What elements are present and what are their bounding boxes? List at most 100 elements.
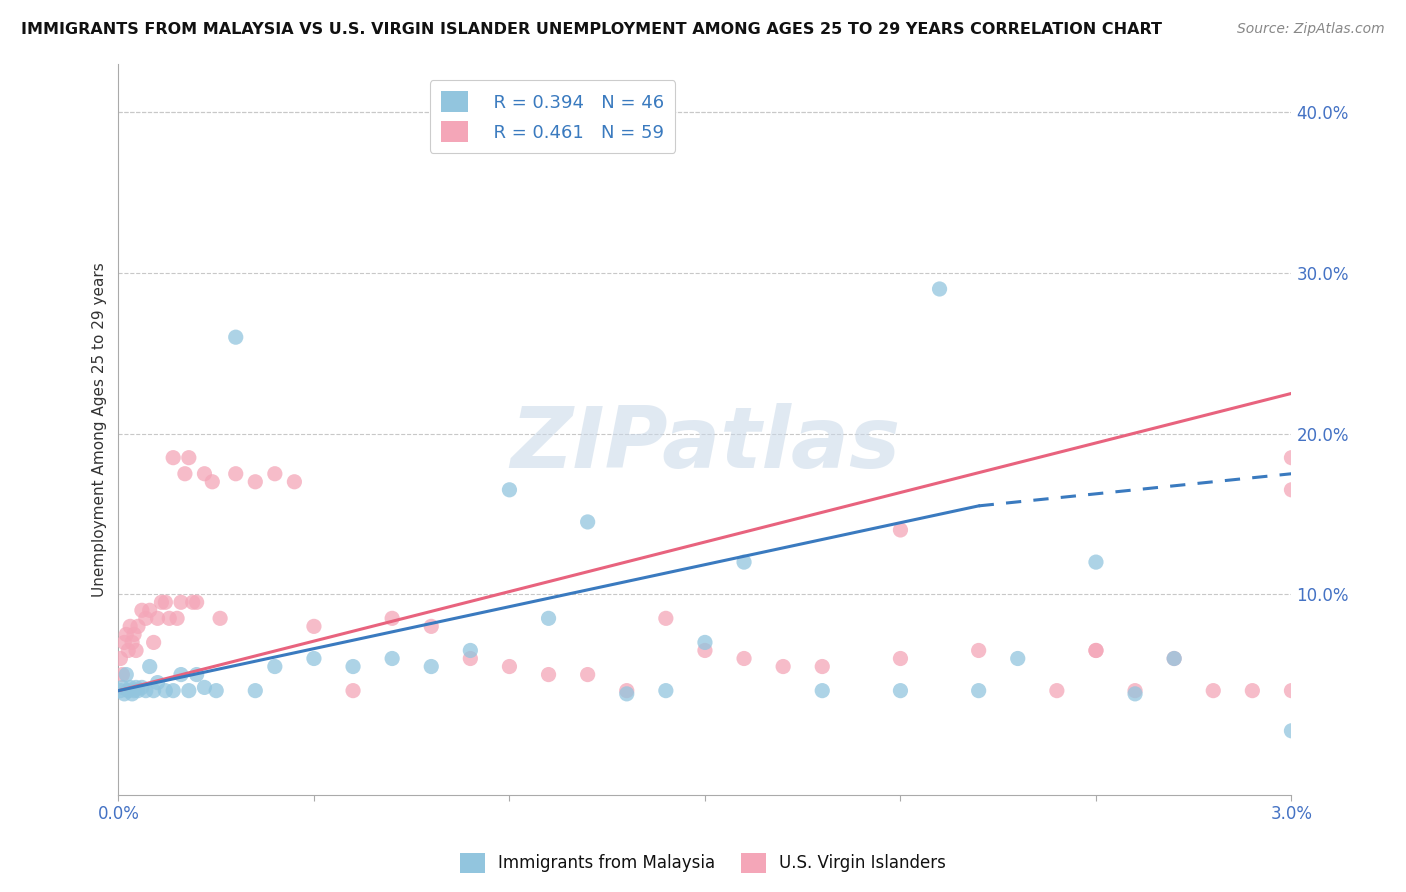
Point (1281, 723, 1303, 738)
Point (170, 595, 193, 609)
Point (420, 659, 443, 673)
Point (225, 330, 247, 344)
Point (162, 450, 184, 465)
Text: IMMIGRANTS FROM MALAYSIA VS U.S. VIRGIN ISLANDER UNEMPLOYMENT AMONG AGES 25 TO 2: IMMIGRANTS FROM MALAYSIA VS U.S. VIRGIN … (21, 22, 1163, 37)
Point (381, 651, 404, 665)
Point (263, 467, 285, 481)
Point (245, 475, 267, 489)
Point (1084, 643, 1107, 657)
Point (693, 635, 716, 649)
Point (342, 659, 364, 673)
Point (1281, 450, 1303, 465)
Point (111, 667, 134, 681)
Point (112, 687, 135, 701)
Point (110, 651, 132, 665)
Point (889, 523, 911, 537)
Point (122, 683, 145, 698)
Point (155, 683, 177, 698)
Point (120, 681, 142, 695)
Point (733, 651, 755, 665)
Point (150, 595, 173, 609)
Point (1241, 683, 1264, 698)
Point (1281, 483, 1303, 497)
Text: Source: ZipAtlas.com: Source: ZipAtlas.com (1237, 22, 1385, 37)
Point (772, 659, 794, 673)
Point (576, 515, 599, 529)
Point (177, 683, 200, 698)
Point (120, 619, 142, 633)
Point (811, 683, 834, 698)
Point (142, 635, 165, 649)
Point (162, 683, 184, 698)
Point (122, 627, 145, 641)
Point (174, 467, 197, 481)
Point (177, 450, 200, 465)
Point (302, 651, 325, 665)
Point (138, 603, 160, 617)
Point (181, 595, 204, 609)
Point (115, 627, 138, 641)
Point (166, 611, 188, 625)
Point (283, 475, 305, 489)
Legend:   R = 0.394   N = 46,   R = 0.461   N = 59: R = 0.394 N = 46, R = 0.461 N = 59 (430, 80, 675, 153)
Point (460, 651, 482, 665)
Point (121, 635, 143, 649)
Point (1281, 683, 1303, 698)
Point (111, 681, 134, 695)
Point (302, 619, 325, 633)
Point (117, 683, 139, 698)
Point (135, 611, 157, 625)
Text: ZIPatlas: ZIPatlas (510, 402, 900, 485)
Y-axis label: Unemployment Among Ages 25 to 29 years: Unemployment Among Ages 25 to 29 years (93, 262, 107, 597)
Point (142, 683, 165, 698)
Point (146, 611, 169, 625)
Point (1007, 651, 1029, 665)
Point (1084, 643, 1107, 657)
Point (170, 667, 193, 681)
Point (498, 483, 520, 497)
Point (381, 611, 404, 625)
Point (146, 675, 169, 690)
Point (1046, 683, 1069, 698)
Point (186, 595, 208, 609)
Point (131, 603, 153, 617)
Point (135, 683, 157, 698)
Point (127, 683, 149, 698)
Point (121, 687, 143, 701)
Point (889, 651, 911, 665)
Point (138, 659, 160, 673)
Point (225, 467, 247, 481)
Point (537, 611, 560, 625)
Point (655, 611, 678, 625)
Point (498, 659, 520, 673)
Point (125, 643, 148, 657)
Point (1163, 651, 1185, 665)
Point (263, 659, 285, 673)
Point (967, 643, 990, 657)
Point (733, 555, 755, 569)
Point (193, 467, 215, 481)
Point (1163, 651, 1185, 665)
Point (125, 681, 148, 695)
Point (112, 635, 135, 649)
Point (117, 643, 139, 657)
Point (576, 667, 599, 681)
Point (693, 643, 716, 657)
Point (1123, 687, 1146, 701)
Point (157, 611, 180, 625)
Point (655, 683, 678, 698)
Point (1202, 683, 1225, 698)
Point (420, 619, 443, 633)
Point (201, 475, 224, 489)
Point (193, 681, 215, 695)
Point (209, 611, 232, 625)
Point (205, 683, 228, 698)
Point (110, 683, 132, 698)
Legend: Immigrants from Malaysia, U.S. Virgin Islanders: Immigrants from Malaysia, U.S. Virgin Is… (454, 847, 952, 880)
Point (245, 683, 267, 698)
Point (967, 683, 990, 698)
Point (460, 643, 482, 657)
Point (127, 619, 149, 633)
Point (131, 681, 153, 695)
Point (616, 687, 638, 701)
